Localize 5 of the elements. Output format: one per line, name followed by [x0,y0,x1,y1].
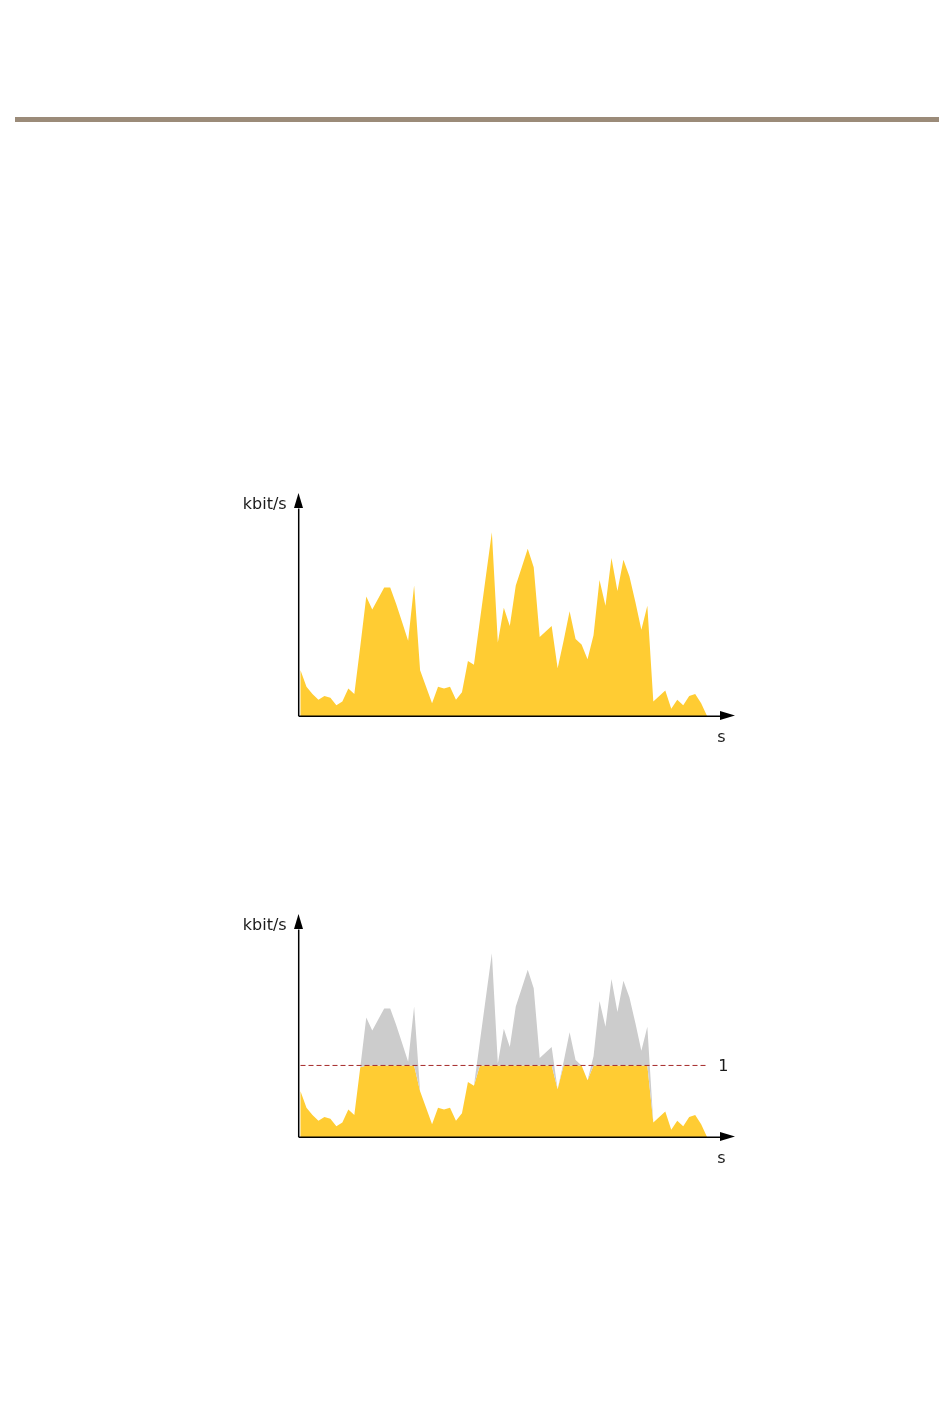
y-axis-title: kbit/s [242,915,287,935]
text: 1 [718,1056,729,1076]
y-axis-title: kbit/s [242,494,287,514]
x-axis-title: s [717,727,726,747]
x-axis-title: s [717,1148,726,1168]
